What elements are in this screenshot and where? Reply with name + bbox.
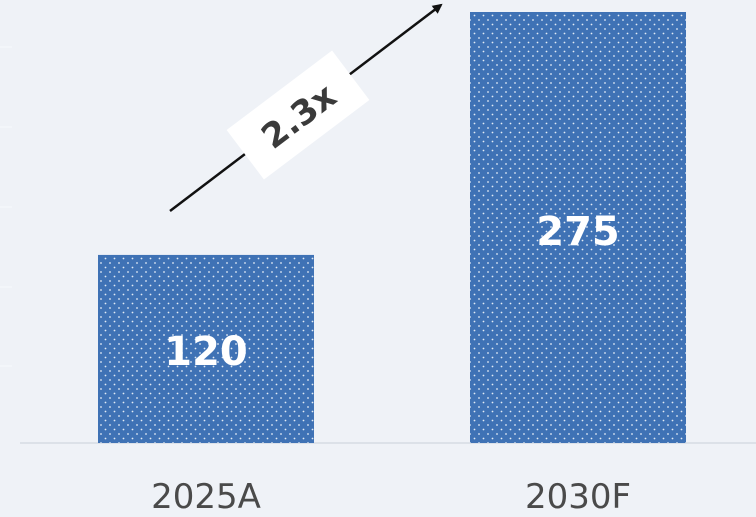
bar-pattern-2025a: [98, 254, 314, 443]
y-axis-ticks: [0, 46, 12, 367]
value-label-2030f: 275: [536, 209, 620, 255]
x-tick-label-2025a: 2025A: [151, 477, 261, 517]
bars-group: 120 2025A 275 2030F: [98, 12, 686, 517]
x-tick-label-2030f: 2030F: [525, 477, 631, 517]
growth-annotation: 2.3x: [169, 3, 443, 212]
growth-label-box: [226, 50, 370, 180]
value-label-2025a: 120: [164, 329, 248, 375]
bar-pattern-2030f: [470, 12, 686, 443]
